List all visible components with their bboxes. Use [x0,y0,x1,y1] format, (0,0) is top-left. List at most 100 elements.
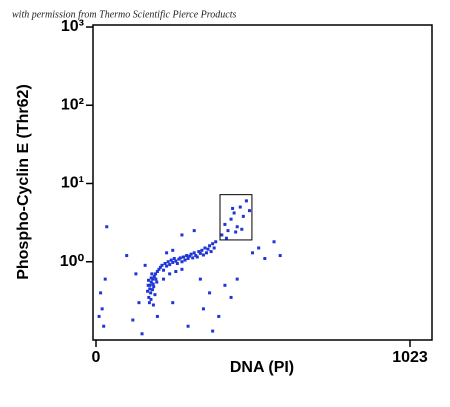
dot [198,277,202,281]
dot [195,255,199,259]
dot [231,206,235,210]
dot [168,272,172,276]
dot [103,277,107,281]
dot [235,225,239,229]
dot [169,258,173,262]
dot [146,283,150,287]
dot [211,329,215,333]
dot [134,272,138,276]
dot [147,301,151,305]
dot [226,229,230,233]
dot [158,265,162,269]
dot [188,254,192,258]
dot [214,240,218,244]
x-tick-label: 0 [92,349,101,366]
dot [166,260,170,264]
dot [224,236,228,240]
annotation: with permission from Thermo Scientific P… [12,9,237,20]
dot [149,297,153,301]
dot [174,259,178,263]
dot [146,289,150,293]
dot [171,260,175,264]
dot [194,254,198,258]
x-axis-label: DNA (PI) [230,359,294,376]
dot [201,253,205,257]
dot [150,272,154,276]
y-tick-label: 10⁰ [60,253,85,270]
dot [147,295,151,299]
dot [157,267,161,271]
dot [263,257,267,261]
dot [100,307,104,311]
dot [185,254,189,258]
dot [235,277,239,281]
dot [272,240,276,244]
dot [155,270,159,274]
dot [203,246,207,250]
dot [155,314,159,318]
dot [153,293,157,297]
dot [174,270,178,274]
dot [220,233,224,237]
dot [217,314,221,318]
dot [208,291,212,295]
dot [149,291,153,295]
y-tick-label: 10² [61,96,84,113]
dot [168,263,172,267]
dot [177,257,181,261]
dot [232,211,236,215]
dot [171,248,175,252]
dot [180,267,184,271]
y-tick-label: 10¹ [61,175,84,192]
dot [154,272,158,276]
dot [234,230,238,234]
dot [154,277,158,281]
dot [180,260,184,264]
dot [148,283,152,287]
dot [146,278,150,282]
dot [149,280,153,284]
dot [192,251,196,255]
dot [165,264,169,268]
dot [143,263,147,267]
dot [148,287,152,291]
dot [172,257,176,261]
dot [105,225,109,229]
dot [204,251,208,255]
dot [151,282,155,286]
dot [208,244,212,248]
dot [197,250,201,254]
dot [191,256,195,260]
dot [125,254,129,258]
dot [97,314,101,318]
dot [150,288,154,292]
dot [181,255,185,259]
dot [223,283,227,287]
dot [178,256,182,260]
dot [278,254,282,258]
dot [251,251,255,255]
dot [201,307,205,311]
dot [186,257,190,261]
dot [186,324,190,328]
dot [162,277,166,281]
gate [219,194,253,241]
dot [149,276,153,280]
dot [206,247,210,251]
dot [212,246,216,250]
dot [162,268,166,272]
dot [200,248,204,252]
dot [131,318,135,322]
y-axis-label: Phospho-Cyclin E (Thr62) [15,84,32,280]
dot [209,250,213,254]
dot [229,295,233,299]
dot [171,301,175,305]
dot [152,274,156,278]
dot [189,252,193,256]
dot [240,227,244,231]
dot [152,285,156,289]
dot [238,205,242,209]
dot [155,280,159,284]
dot [183,258,187,262]
